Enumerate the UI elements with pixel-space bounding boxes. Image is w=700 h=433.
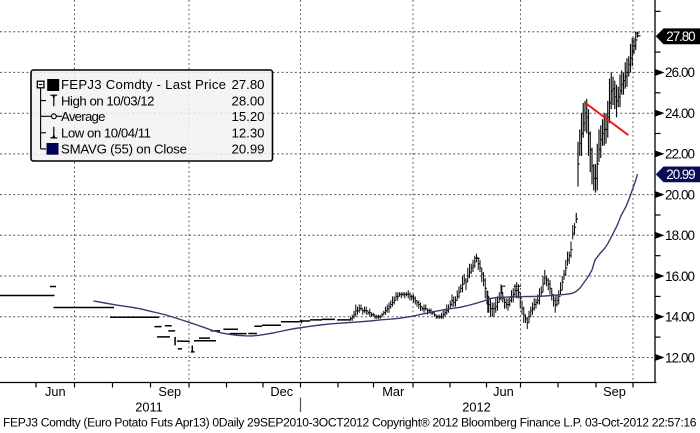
svg-text:FEPJ3 Comdty (Euro Potato Futs: FEPJ3 Comdty (Euro Potato Futs Apr13) 0D… <box>3 416 697 430</box>
svg-text:SMAVG (55) on Close: SMAVG (55) on Close <box>61 142 187 157</box>
svg-text:22.00: 22.00 <box>665 147 695 162</box>
svg-text:Dec: Dec <box>270 384 293 399</box>
svg-text:24.00: 24.00 <box>665 106 695 121</box>
svg-text:High on 10/03/12: High on 10/03/12 <box>61 93 155 108</box>
svg-text:FEPJ3 Comdty - Last Price: FEPJ3 Comdty - Last Price <box>61 77 226 92</box>
svg-text:15.20: 15.20 <box>231 109 264 124</box>
svg-text:20.99: 20.99 <box>231 142 264 157</box>
svg-text:12.30: 12.30 <box>231 126 264 141</box>
svg-text:16.00: 16.00 <box>665 269 695 284</box>
svg-text:Low on 10/04/11: Low on 10/04/11 <box>61 126 151 141</box>
svg-text:20.00: 20.00 <box>665 187 695 202</box>
svg-text:Jun: Jun <box>45 384 66 399</box>
svg-text:27.80: 27.80 <box>231 77 264 92</box>
svg-text:28.00: 28.00 <box>231 93 264 108</box>
svg-text:Sep: Sep <box>603 384 626 399</box>
svg-text:2012: 2012 <box>462 400 490 415</box>
svg-text:14.00: 14.00 <box>665 310 695 325</box>
svg-text:Average: Average <box>61 109 106 124</box>
svg-text:26.00: 26.00 <box>665 65 695 80</box>
svg-text:20.99: 20.99 <box>666 167 695 182</box>
svg-text:Sep: Sep <box>158 384 181 399</box>
svg-text:2011: 2011 <box>135 400 163 415</box>
svg-text:Mar: Mar <box>382 384 405 399</box>
svg-text:12.00: 12.00 <box>665 350 695 365</box>
svg-text:27.80: 27.80 <box>666 29 695 44</box>
svg-text:18.00: 18.00 <box>665 228 695 243</box>
svg-text:Jun: Jun <box>493 384 514 399</box>
